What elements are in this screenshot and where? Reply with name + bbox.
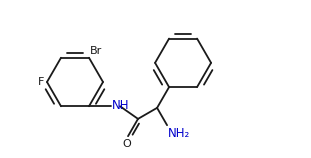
Text: F: F [38, 77, 44, 87]
Text: O: O [123, 139, 131, 149]
Text: NH₂: NH₂ [168, 127, 190, 140]
Text: NH: NH [112, 99, 129, 112]
Text: Br: Br [90, 46, 102, 56]
